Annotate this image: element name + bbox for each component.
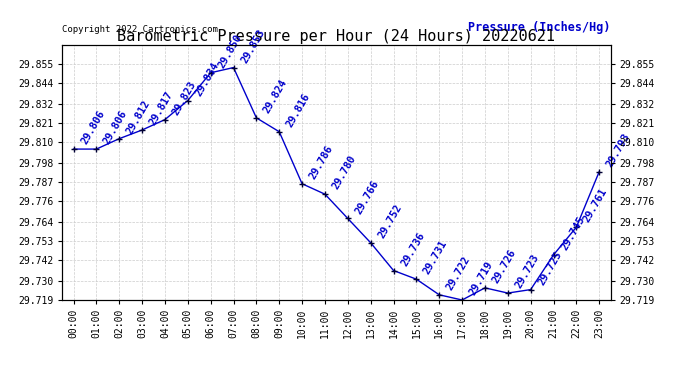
Text: 29.726: 29.726 <box>491 248 518 285</box>
Text: 29.850: 29.850 <box>216 33 244 70</box>
Text: 29.719: 29.719 <box>468 260 495 297</box>
Text: 29.786: 29.786 <box>308 144 335 181</box>
Text: 29.853: 29.853 <box>239 27 266 65</box>
Text: 29.824: 29.824 <box>262 78 289 115</box>
Text: 29.812: 29.812 <box>125 98 152 136</box>
Text: 29.806: 29.806 <box>79 109 106 146</box>
Text: 29.722: 29.722 <box>445 255 472 292</box>
Text: 29.761: 29.761 <box>582 187 609 224</box>
Text: 29.793: 29.793 <box>604 131 632 169</box>
Text: 29.823: 29.823 <box>170 80 198 117</box>
Text: 29.780: 29.780 <box>331 154 358 191</box>
Text: Pressure (Inches/Hg): Pressure (Inches/Hg) <box>468 21 611 33</box>
Title: Barometric Pressure per Hour (24 Hours) 20220621: Barometric Pressure per Hour (24 Hours) … <box>117 29 555 44</box>
Text: 29.806: 29.806 <box>102 109 129 146</box>
Text: 29.736: 29.736 <box>399 230 426 268</box>
Text: 29.723: 29.723 <box>513 253 541 290</box>
Text: 29.725: 29.725 <box>536 249 564 287</box>
Text: 29.752: 29.752 <box>376 202 404 240</box>
Text: 29.834: 29.834 <box>193 60 221 98</box>
Text: 29.731: 29.731 <box>422 239 449 276</box>
Text: 29.816: 29.816 <box>285 92 312 129</box>
Text: 29.817: 29.817 <box>148 90 175 127</box>
Text: 29.745: 29.745 <box>559 214 586 252</box>
Text: 29.766: 29.766 <box>353 178 381 216</box>
Text: Copyright 2022 Cartronics.com: Copyright 2022 Cartronics.com <box>62 24 218 33</box>
